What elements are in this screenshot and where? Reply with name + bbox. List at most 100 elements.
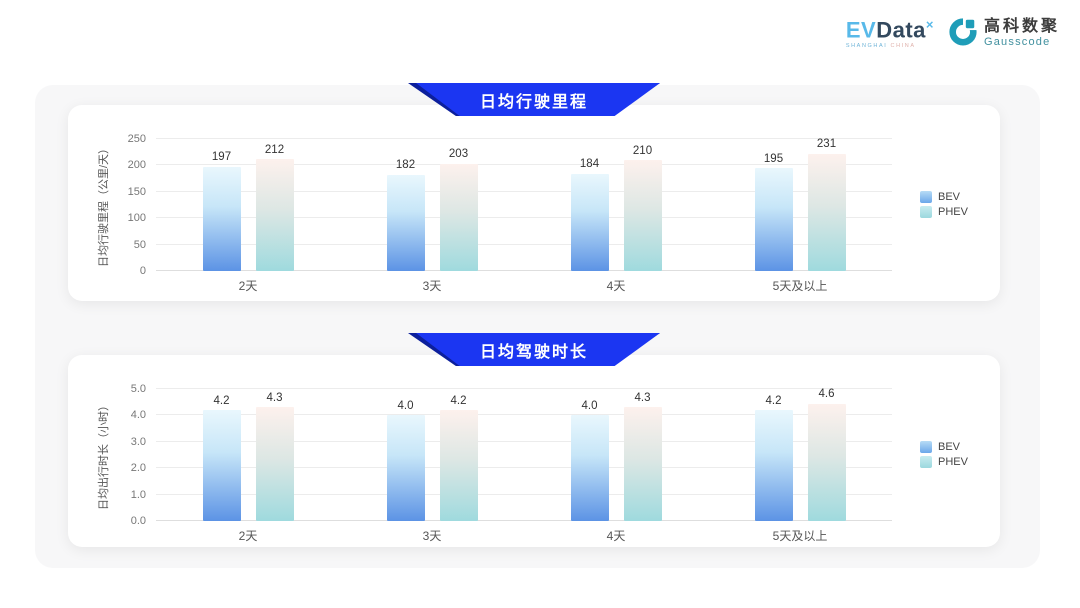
bar-wrap-phev: 4.3 [623,389,662,521]
bar-wrap-phev: 4.2 [439,389,478,521]
y-tick-label: 3.0 [130,435,146,448]
y-axis-title-text: 日均行驶里程（公里/天） [98,142,110,268]
bar-bev[interactable] [202,410,241,521]
bar-chart-duration: 日均出行时长（小时） 0.0 1.0 2.0 3.0 4.0 5.0 4.2 4.3 2天 4.… [68,355,1000,547]
gridline [156,388,892,389]
evdata-wordmark: EVData× [846,18,934,41]
gausscode-text: 高科数聚 Gausscode [984,18,1060,49]
evdata-sup-x: × [925,16,934,32]
evdata-logo: EVData× SHANGHAI CHINA [846,18,934,50]
bar-value-label: 195 [763,152,784,165]
bar-group: 182 203 3天 [386,139,478,293]
bar-bev[interactable] [386,415,425,521]
chart-title-banner: 日均行驶里程 [408,83,660,116]
bar-groups: 197 212 2天 182 203 3天 184 210 4天 195 231 5天及以上 [156,138,892,293]
bar-wrap-bev: 4.2 [202,389,241,521]
evdata-tagline-left: SHANGHAI [845,42,888,49]
bar-wrap-bev: 4.0 [570,389,609,521]
gausscode-name-cn: 高科数聚 [983,17,1060,35]
bar-wrap-phev: 231 [807,138,846,271]
bar-chart-mileage: 日均行驶里程（公里/天） 0 50 100 150 200 250 197 212 2天 182… [68,105,1000,301]
x-axis-label: 4天 [606,529,626,543]
legend-label: BEV [938,191,961,203]
y-tick-label: 50 [133,238,146,251]
bar-value-label: 203 [448,148,469,161]
gausscode-name-en: Gausscode [983,36,1051,49]
x-axis-label: 5天及以上 [772,279,828,293]
bar-group: 4.2 4.6 5天及以上 [754,388,846,543]
bar-wrap-phev: 203 [439,139,478,271]
chart-title: 日均行驶里程 [479,93,588,111]
bar-phev[interactable] [439,410,478,521]
gridline [156,190,892,192]
legend: BEV PHEV [892,191,992,218]
charts-container: 日均行驶里程 日均行驶里程（公里/天） 0 50 100 150 200 250 197 2… [35,83,1040,568]
bar-group: 195 231 5天及以上 [754,138,846,293]
bar-phev[interactable] [807,403,846,521]
bar-group: 4.0 4.2 3天 [386,389,478,543]
bar-phev[interactable] [255,159,294,271]
bar-group: 4.0 4.3 4天 [570,389,662,543]
evdata-data-text: Data [876,16,926,42]
bar-wrap-bev: 184 [570,139,609,271]
y-axis-ticks: 0 50 100 150 200 250 [114,133,156,277]
chart-card-duration: 日均驾驶时长 日均出行时长（小时） 0.0 1.0 2.0 3.0 4.0 5.0 4.2… [68,333,1000,547]
gridline [156,493,892,495]
bar-phev[interactable] [255,407,294,521]
y-axis-ticks: 0.0 1.0 2.0 3.0 4.0 5.0 [114,383,156,527]
y-tick-label: 2.0 [130,462,146,475]
bar-bev[interactable] [570,415,609,521]
legend-item-phev[interactable]: PHEV [920,456,992,468]
gridline [156,414,892,416]
bar-bev[interactable] [754,168,793,271]
bar-phev[interactable] [439,163,478,271]
plot-area: 4.2 4.3 2天 4.0 4.2 3天 4.0 4.3 4天 4.2 4.6 5天及以上 [156,388,892,543]
bar-phev[interactable] [623,407,662,521]
bar-bev[interactable] [202,166,241,271]
bar-value-label: 4.6 [818,388,835,400]
y-tick-label: 0 [139,265,146,277]
legend-item-phev[interactable]: PHEV [920,206,992,218]
banner-shape [416,83,660,116]
bar-value-label: 184 [579,158,600,171]
bar-wrap-bev: 182 [386,139,425,271]
bar-wrap-phev: 4.6 [807,388,846,521]
gridline [156,520,892,521]
bar-phev[interactable] [807,153,846,271]
bar-value-label: 210 [632,144,653,157]
gausscode-g-icon [948,16,978,51]
evdata-tagline: SHANGHAI CHINA [845,42,934,50]
plot-area: 197 212 2天 182 203 3天 184 210 4天 195 231 5天及以上 [156,138,892,293]
bar-value-label: 4.2 [765,394,782,407]
bar-value-label: 182 [395,159,416,172]
y-tick-label: 1.0 [130,488,146,501]
chart-card-mileage: 日均行驶里程 日均行驶里程（公里/天） 0 50 100 150 200 250 197 2… [68,83,1000,301]
gridline [156,243,892,245]
header-logos: EVData× SHANGHAI CHINA 高科数聚 Gausscode [846,16,1060,51]
gridline [156,164,892,166]
bar-wrap-phev: 210 [623,139,662,271]
y-tick-label: 5.0 [130,383,146,395]
y-tick-label: 250 [127,133,146,145]
banner-shape [416,333,660,366]
y-tick-label: 100 [127,212,146,225]
legend-label: PHEV [938,206,968,218]
evdata-tagline-right: CHINA [890,42,916,49]
bar-value-label: 212 [264,143,285,156]
bar-value-label: 4.0 [397,399,414,412]
bar-wrap-phev: 212 [255,139,294,271]
gridline [156,440,892,442]
bar-group: 184 210 4天 [570,139,662,293]
bar-bev[interactable] [754,410,793,521]
bar-phev[interactable] [623,160,662,271]
legend-item-bev[interactable]: BEV [920,441,992,453]
bar-bev[interactable] [386,174,425,271]
x-axis-label: 3天 [422,279,442,293]
y-tick-label: 0.0 [130,515,146,527]
bar-bev[interactable] [570,173,609,271]
legend-swatch [920,456,932,468]
legend-item-bev[interactable]: BEV [920,191,992,203]
evdata-ev-text: EV [845,16,877,42]
legend-swatch [920,206,932,218]
